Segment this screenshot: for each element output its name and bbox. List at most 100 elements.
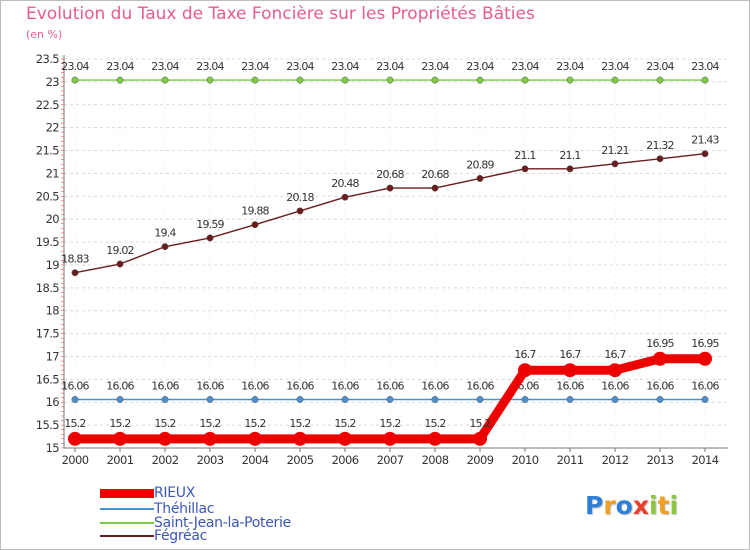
logo-letter: i — [669, 491, 679, 520]
x-tick-label: 2010 — [512, 453, 539, 467]
data-point-thehillac — [116, 396, 124, 403]
data-label-rieux: 15.2 — [424, 417, 445, 430]
data-point-thehillac — [656, 396, 664, 403]
data-point-rieux — [383, 431, 397, 446]
data-label-fegreac: 19.88 — [241, 205, 269, 218]
data-point-fegreac — [611, 160, 619, 168]
x-tick-label: 2008 — [422, 453, 449, 467]
y-tick-label: 23 — [46, 75, 60, 89]
x-tick-label: 2003 — [197, 453, 224, 467]
legend-label-saint-jean-la-poterie: Saint-Jean-la-Poterie — [154, 515, 291, 531]
data-point-saint-jean-la-poterie — [566, 76, 574, 84]
data-point-fegreac — [71, 269, 79, 277]
data-label-saint-jean-la-poterie: 23.04 — [691, 60, 719, 73]
data-point-saint-jean-la-poterie — [161, 76, 169, 84]
chart-title: Evolution du Taux de Taxe Foncière sur l… — [26, 4, 535, 24]
x-tick-label: 2002 — [152, 453, 179, 467]
data-label-thehillac: 16.06 — [151, 379, 179, 392]
data-point-rieux — [293, 431, 307, 446]
data-label-thehillac: 16.06 — [196, 379, 224, 392]
data-point-thehillac — [431, 396, 439, 403]
x-tick-label: 2013 — [647, 453, 674, 467]
data-label-saint-jean-la-poterie: 23.04 — [466, 60, 494, 73]
data-point-fegreac — [566, 165, 574, 173]
data-point-thehillac — [296, 396, 304, 403]
data-point-rieux — [113, 431, 127, 446]
data-point-fegreac — [386, 184, 394, 192]
y-tick-label: 19.5 — [36, 235, 59, 249]
x-tick-label: 2009 — [467, 453, 494, 467]
data-point-saint-jean-la-poterie — [71, 76, 79, 84]
data-label-thehillac: 16.06 — [691, 379, 719, 392]
x-tick-label: 2011 — [557, 453, 584, 467]
data-point-saint-jean-la-poterie — [251, 76, 259, 84]
y-tick-label: 16.5 — [36, 372, 59, 386]
data-label-saint-jean-la-poterie: 23.04 — [511, 60, 539, 73]
data-point-thehillac — [701, 396, 709, 403]
data-label-fegreac: 20.68 — [376, 168, 404, 181]
data-point-rieux — [518, 363, 532, 378]
legend-swatch-saint-jean-la-poterie — [100, 522, 154, 524]
data-point-fegreac — [251, 221, 259, 229]
data-label-fegreac: 19.59 — [196, 218, 224, 231]
data-point-saint-jean-la-poterie — [476, 76, 484, 84]
data-label-thehillac: 16.06 — [286, 379, 314, 392]
data-label-rieux: 15.2 — [379, 417, 400, 430]
data-label-rieux: 16.95 — [691, 337, 719, 350]
data-point-saint-jean-la-poterie — [341, 76, 349, 84]
data-label-thehillac: 16.06 — [601, 379, 629, 392]
data-label-thehillac: 16.06 — [646, 379, 674, 392]
data-label-fegreac: 20.18 — [286, 191, 314, 204]
y-tick-label: 20.5 — [36, 189, 59, 203]
logo-letter: t — [657, 491, 670, 520]
data-point-thehillac — [476, 396, 484, 403]
data-label-rieux: 16.7 — [604, 348, 626, 361]
data-label-saint-jean-la-poterie: 23.04 — [106, 60, 134, 73]
y-tick-label: 16 — [46, 395, 60, 409]
legend-item-rieux: RIEUX — [100, 485, 196, 501]
data-point-rieux — [428, 431, 442, 446]
data-label-fegreac: 18.83 — [61, 253, 89, 266]
data-point-rieux — [473, 431, 487, 446]
data-label-fegreac: 20.68 — [421, 168, 449, 181]
data-label-saint-jean-la-poterie: 23.04 — [196, 60, 224, 73]
data-label-saint-jean-la-poterie: 23.04 — [646, 60, 674, 73]
data-label-thehillac: 16.06 — [556, 379, 584, 392]
x-tick-label: 2005 — [287, 453, 314, 467]
data-label-thehillac: 16.06 — [466, 379, 494, 392]
data-point-saint-jean-la-poterie — [701, 76, 709, 84]
logo-letter: o — [615, 491, 633, 520]
data-label-saint-jean-la-poterie: 23.04 — [241, 60, 269, 73]
data-point-thehillac — [566, 396, 574, 403]
y-tick-label: 21 — [46, 166, 60, 180]
legend-label-rieux: RIEUX — [154, 485, 196, 501]
x-tick-label: 2000 — [62, 453, 89, 467]
legend-label-thehillac: Théhillac — [154, 501, 215, 517]
data-point-fegreac — [656, 155, 664, 163]
data-point-rieux — [248, 431, 262, 446]
data-point-fegreac — [296, 207, 304, 215]
proxiti-logo: Proxiti — [585, 491, 678, 520]
data-label-saint-jean-la-poterie: 23.04 — [331, 60, 359, 73]
x-tick-label: 2001 — [107, 453, 134, 467]
legend-swatch-thehillac — [100, 508, 154, 510]
data-point-saint-jean-la-poterie — [431, 76, 439, 84]
data-label-rieux: 16.7 — [514, 348, 536, 361]
data-point-thehillac — [251, 396, 259, 403]
data-label-rieux: 15.2 — [334, 417, 355, 430]
legend-label-fegreac: Fégréac — [154, 528, 208, 544]
data-point-rieux — [563, 363, 577, 378]
data-label-saint-jean-la-poterie: 23.04 — [286, 60, 314, 73]
data-point-thehillac — [521, 396, 529, 403]
logo-letter: r — [603, 491, 616, 520]
data-point-rieux — [653, 351, 667, 366]
data-label-fegreac: 19.02 — [106, 244, 134, 257]
legend-swatch-fegreac — [100, 535, 154, 537]
x-tick-label: 2004 — [242, 453, 269, 467]
data-point-thehillac — [341, 396, 349, 403]
data-label-fegreac: 20.48 — [331, 177, 359, 190]
data-point-thehillac — [206, 396, 214, 403]
data-label-saint-jean-la-poterie: 23.04 — [376, 60, 404, 73]
x-tick-label: 2006 — [332, 453, 359, 467]
